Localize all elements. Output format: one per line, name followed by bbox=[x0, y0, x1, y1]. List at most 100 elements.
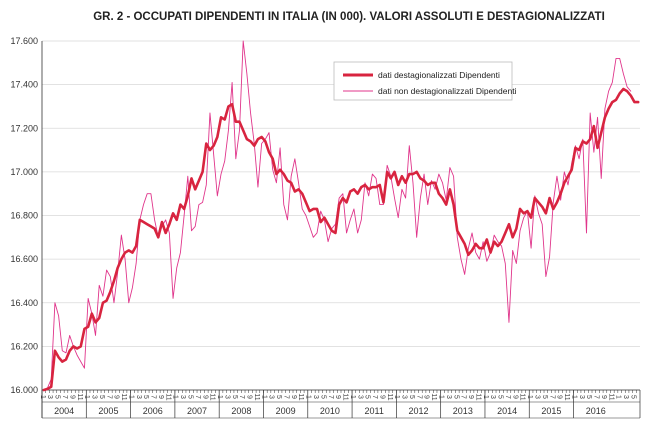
legend-label-nsa: dati non destagionalizzati Dipendenti bbox=[378, 86, 517, 96]
x-month-label: 3 bbox=[223, 395, 230, 399]
x-month-label: 7 bbox=[460, 395, 467, 399]
x-month-label: 9 bbox=[113, 395, 120, 399]
x-month-label: 11 bbox=[607, 393, 614, 400]
series-line-sa bbox=[42, 87, 640, 392]
x-month-label: 7 bbox=[548, 395, 555, 399]
x-month-label: 3 bbox=[489, 395, 496, 399]
x-month-label: 3 bbox=[179, 395, 186, 399]
y-tick-label: 16.400 bbox=[10, 298, 38, 308]
year-label: 2015 bbox=[541, 406, 561, 416]
x-month-label: 11 bbox=[297, 393, 304, 400]
x-month-label: 5 bbox=[231, 395, 238, 399]
x-month-label: 3 bbox=[312, 395, 319, 399]
year-label: 2014 bbox=[497, 406, 517, 416]
legend-label-sa: dati destagionalizzati Dipendenti bbox=[378, 70, 500, 80]
year-label: 2010 bbox=[320, 406, 340, 416]
legend: dati destagionalizzati Dipendenti dati n… bbox=[333, 61, 517, 101]
x-month-label: 3 bbox=[533, 395, 540, 399]
y-tick-label: 17.000 bbox=[10, 167, 38, 177]
x-month-label: 9 bbox=[290, 395, 297, 399]
year-label: 2009 bbox=[276, 406, 296, 416]
x-month-label: 5 bbox=[585, 395, 592, 399]
y-tick-label: 16.000 bbox=[10, 385, 38, 395]
y-tick-label: 16.200 bbox=[10, 341, 38, 351]
x-month-label: 7 bbox=[61, 395, 68, 399]
x-month-label: 5 bbox=[98, 395, 105, 399]
x-month-label: 5 bbox=[408, 395, 415, 399]
series-lines bbox=[42, 40, 640, 392]
x-month-label: 9 bbox=[246, 395, 253, 399]
x-month-label: 3 bbox=[46, 395, 53, 399]
x-month-label: 11 bbox=[474, 393, 481, 400]
x-month-label: 7 bbox=[593, 395, 600, 399]
x-month-label: 5 bbox=[364, 395, 371, 399]
x-month-label: 11 bbox=[76, 393, 83, 400]
x-month-label: 9 bbox=[68, 395, 75, 399]
x-month-label: 7 bbox=[282, 395, 289, 399]
x-month-label: 3 bbox=[401, 395, 408, 399]
year-label: 2013 bbox=[453, 406, 473, 416]
x-month-label: 11 bbox=[519, 393, 526, 400]
year-label: 2005 bbox=[98, 406, 118, 416]
x-month-label: 11 bbox=[209, 393, 216, 400]
x-month-label: 11 bbox=[164, 393, 171, 400]
year-label: 2016 bbox=[586, 406, 606, 416]
x-month-label: 9 bbox=[556, 395, 563, 399]
x-month-label: 11 bbox=[120, 393, 127, 400]
year-label: 2004 bbox=[54, 406, 74, 416]
x-month-label: 9 bbox=[201, 395, 208, 399]
year-label: 2011 bbox=[365, 406, 384, 416]
x-month-label: 9 bbox=[600, 395, 607, 399]
x-month-label: 7 bbox=[150, 395, 157, 399]
x-month-label: 3 bbox=[356, 395, 363, 399]
year-label: 2012 bbox=[409, 406, 429, 416]
x-month-label: 5 bbox=[497, 395, 504, 399]
x-month-label: 9 bbox=[378, 395, 385, 399]
y-tick-label: 17.200 bbox=[10, 123, 38, 133]
y-tick-label: 16.600 bbox=[10, 254, 38, 264]
x-month-label: 11 bbox=[563, 393, 570, 400]
x-month-label: 3 bbox=[135, 395, 142, 399]
x-month-label: 5 bbox=[54, 395, 61, 399]
gridlines bbox=[42, 40, 640, 391]
x-month-label: 9 bbox=[467, 395, 474, 399]
x-month-label: 7 bbox=[194, 395, 201, 399]
x-month-label: 7 bbox=[238, 395, 245, 399]
x-month-label: 5 bbox=[452, 395, 459, 399]
year-label: 2006 bbox=[143, 406, 163, 416]
x-month-label: 1 bbox=[615, 395, 622, 399]
x-month-label: 7 bbox=[415, 395, 422, 399]
x-month-label: 5 bbox=[275, 395, 282, 399]
x-month-label: 11 bbox=[430, 393, 437, 400]
y-tick-label: 17.400 bbox=[10, 80, 38, 90]
x-month-label: 5 bbox=[142, 395, 149, 399]
x-month-label: 9 bbox=[157, 395, 164, 399]
year-label: 2007 bbox=[187, 406, 207, 416]
x-month-label: 9 bbox=[423, 395, 430, 399]
x-month-label: 5 bbox=[319, 395, 326, 399]
x-month-label: 7 bbox=[504, 395, 511, 399]
y-tick-label: 16.800 bbox=[10, 211, 38, 221]
x-month-label: 11 bbox=[253, 393, 260, 400]
x-month-label: 5 bbox=[629, 395, 636, 399]
x-month-label: 3 bbox=[578, 395, 585, 399]
y-axis: 16.000 16.200 16.400 16.600 16.800 17.000 17.2… bbox=[10, 36, 38, 395]
x-month-label: 9 bbox=[511, 395, 518, 399]
x-month-label: 9 bbox=[334, 395, 341, 399]
x-month-label: 3 bbox=[268, 395, 275, 399]
x-axis: 1357911135791113579111357911135791113579… bbox=[39, 41, 641, 419]
x-month-label: 5 bbox=[541, 395, 548, 399]
year-label: 2008 bbox=[231, 406, 251, 416]
chart-title: GR. 2 - OCCUPATI DIPENDENTI IN ITALIA (I… bbox=[93, 11, 605, 23]
x-month-label: 7 bbox=[327, 395, 334, 399]
x-month-label: 11 bbox=[342, 393, 349, 400]
x-month-label: 5 bbox=[187, 395, 194, 399]
x-month-label: 3 bbox=[91, 395, 98, 399]
x-month-label: 7 bbox=[371, 395, 378, 399]
y-tick-label: 17.600 bbox=[10, 36, 38, 46]
x-month-label: 3 bbox=[622, 395, 629, 399]
x-month-label: 11 bbox=[386, 393, 393, 400]
legend-box bbox=[333, 61, 513, 101]
x-month-label: 3 bbox=[445, 395, 452, 399]
